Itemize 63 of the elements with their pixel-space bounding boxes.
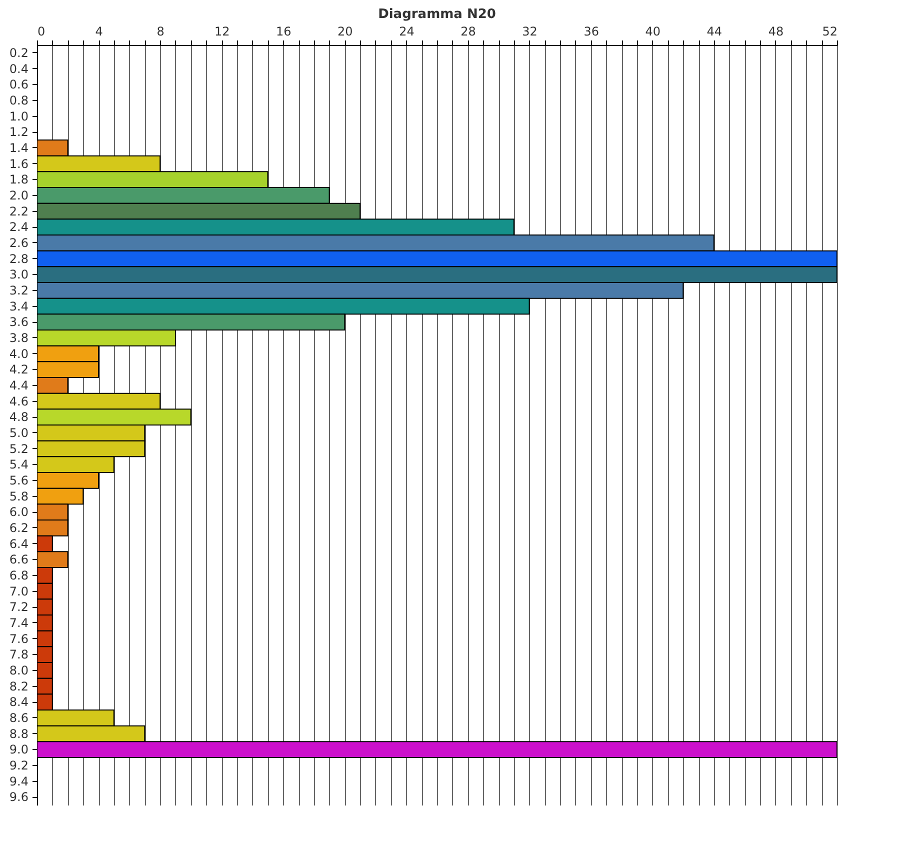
y-tick-label: 1.8 — [9, 172, 28, 187]
y-tick-label: 2.4 — [9, 220, 28, 234]
y-tick-label: 9.0 — [9, 742, 28, 757]
y-tick-label: 4.8 — [9, 410, 28, 424]
x-tick-label: 48 — [768, 24, 784, 38]
x-tick-label: 12 — [214, 24, 230, 38]
y-tick-label: 2.0 — [9, 188, 28, 202]
y-tick-label: 5.8 — [9, 489, 28, 504]
x-tick-label: 28 — [460, 24, 476, 38]
x-tick-label: 52 — [822, 24, 838, 38]
y-tick-label: 3.4 — [9, 299, 28, 314]
y-tick-label: 3.2 — [9, 283, 28, 298]
y-tick-label: 8.6 — [9, 710, 28, 725]
y-tick-label: 0.8 — [9, 93, 28, 108]
y-tick-label: 4.0 — [9, 346, 28, 361]
y-tick-label: 6.2 — [9, 520, 28, 535]
y-tick-label: 3.8 — [9, 330, 28, 345]
y-tick-label: 6.6 — [9, 552, 28, 567]
y-tick-label: 6.4 — [9, 536, 28, 551]
y-tick-label: 2.8 — [9, 252, 28, 266]
y-tick-label: 5.4 — [9, 458, 28, 472]
y-tick-label: 4.2 — [9, 362, 28, 377]
y-tick-label: 7.6 — [9, 632, 28, 646]
y-tick-label: 9.2 — [9, 758, 28, 772]
y-tick-label: 5.0 — [9, 426, 28, 440]
y-tick-label: 4.6 — [9, 394, 28, 408]
y-tick-label: 6.8 — [9, 568, 28, 582]
x-tick-label: 0 — [38, 24, 46, 38]
y-tick-label: 7.4 — [9, 616, 28, 630]
chart-title: Diagramma N20 — [378, 7, 496, 22]
y-tick-label: 4.4 — [9, 378, 28, 392]
y-tick-label: 1.0 — [9, 109, 28, 124]
y-tick-label: 8.4 — [9, 695, 28, 710]
y-tick-label: 3.0 — [9, 268, 28, 282]
y-tick-label: 7.2 — [9, 600, 28, 614]
y-tick-label: 8.8 — [9, 726, 28, 741]
y-tick-label: 5.2 — [9, 442, 28, 456]
y-tick-label: 7.0 — [9, 584, 28, 598]
x-tick-label: 16 — [276, 24, 292, 38]
y-tick-label: 9.4 — [9, 774, 28, 788]
y-tick-label: 1.4 — [9, 140, 28, 155]
x-tick-label: 32 — [522, 24, 538, 38]
x-tick-label: 8 — [156, 24, 164, 38]
y-tick-label: 2.6 — [9, 236, 28, 250]
y-tick-label: 9.6 — [9, 790, 28, 804]
y-tick-label: 8.0 — [9, 663, 28, 678]
y-tick-label: 3.6 — [9, 315, 28, 330]
x-tick-label: 40 — [645, 24, 661, 38]
x-tick-label: 36 — [584, 24, 599, 38]
y-tick-label: 8.2 — [9, 679, 28, 694]
y-tick-label: 1.6 — [9, 156, 28, 171]
y-tick-label: 2.2 — [9, 204, 28, 218]
y-tick-label: 7.8 — [9, 648, 28, 662]
x-tick-label: 24 — [399, 24, 414, 38]
y-tick-label: 6.0 — [9, 505, 28, 520]
y-tick-label: 5.6 — [9, 473, 28, 488]
y-tick-label: 0.6 — [9, 78, 28, 92]
x-tick-label: 4 — [95, 24, 103, 38]
x-tick-label: 44 — [706, 24, 722, 38]
y-tick-label: 0.2 — [9, 46, 28, 60]
y-tick-label: 0.4 — [9, 62, 28, 76]
x-tick-label: 20 — [338, 24, 353, 38]
y-tick-label: 1.2 — [9, 125, 28, 140]
